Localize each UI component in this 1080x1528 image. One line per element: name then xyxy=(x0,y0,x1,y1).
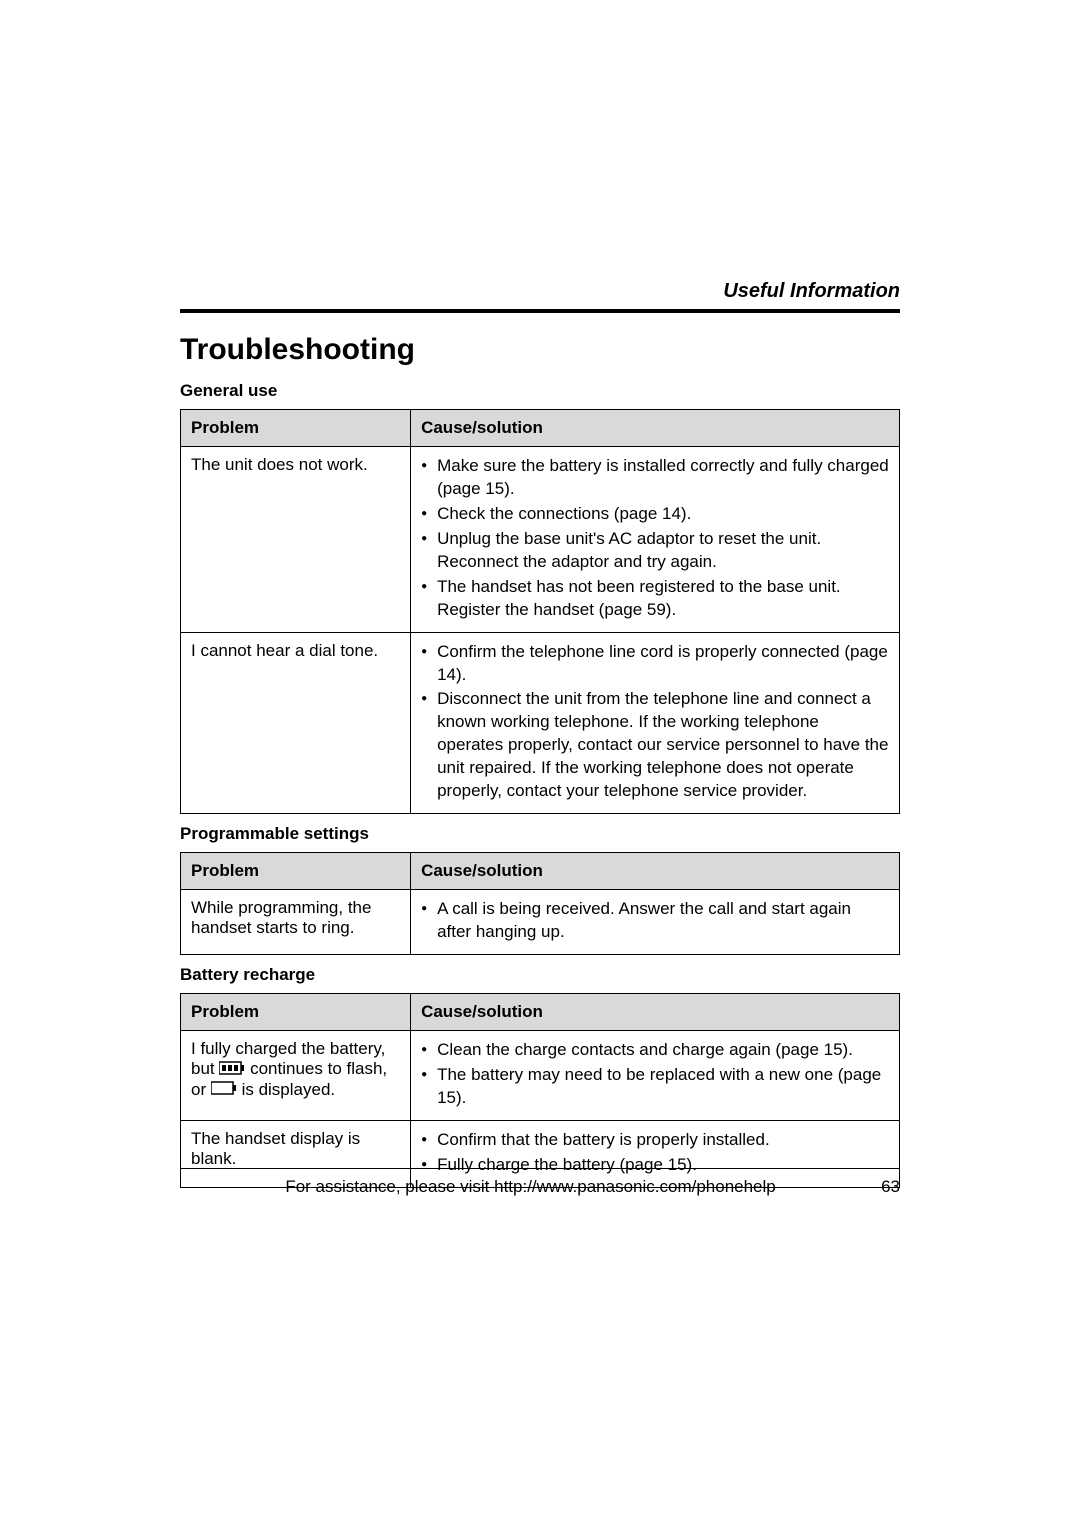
solution-item: The battery may need to be replaced with… xyxy=(421,1064,889,1110)
solution-item: Unplug the base unit's AC adaptor to res… xyxy=(421,528,889,574)
problem-cell: I fully charged the battery, but continu… xyxy=(181,1031,411,1121)
section-label-general: General use xyxy=(180,381,900,401)
footer-rule xyxy=(180,1168,900,1169)
page-title: Troubleshooting xyxy=(180,333,900,367)
header-rule xyxy=(180,309,900,313)
solution-item: Confirm that the battery is properly ins… xyxy=(421,1129,889,1152)
col-problem-header: Problem xyxy=(181,853,411,890)
col-problem-header: Problem xyxy=(181,410,411,447)
problem-text-post: is displayed. xyxy=(242,1080,336,1099)
table-general: Problem Cause/solution The unit does not… xyxy=(180,409,900,814)
solution-cell: Clean the charge contacts and charge aga… xyxy=(411,1031,900,1121)
table-programmable: Problem Cause/solution While programming… xyxy=(180,852,900,955)
battery-empty-icon xyxy=(211,1080,237,1100)
col-solution-header: Cause/solution xyxy=(411,994,900,1031)
page-footer: For assistance, please visit http://www.… xyxy=(180,1168,900,1197)
solution-cell: A call is being received. Answer the cal… xyxy=(411,890,900,955)
solution-item: Make sure the battery is installed corre… xyxy=(421,455,889,501)
solution-cell: Confirm the telephone line cord is prope… xyxy=(411,632,900,814)
solution-item: Clean the charge contacts and charge aga… xyxy=(421,1039,889,1062)
problem-cell: I cannot hear a dial tone. xyxy=(181,632,411,814)
table-header-row: Problem Cause/solution xyxy=(181,410,900,447)
table-header-row: Problem Cause/solution xyxy=(181,853,900,890)
solution-item: Confirm the telephone line cord is prope… xyxy=(421,641,889,687)
section-label-battery: Battery recharge xyxy=(180,965,900,985)
table-row: I fully charged the battery, but continu… xyxy=(181,1031,900,1121)
solution-item: The handset has not been registered to t… xyxy=(421,576,889,622)
solution-item: Check the connections (page 14). xyxy=(421,503,889,526)
table-row: I cannot hear a dial tone. Confirm the t… xyxy=(181,632,900,814)
section-header: Useful Information xyxy=(180,280,900,303)
table-battery: Problem Cause/solution I fully charged t… xyxy=(180,993,900,1188)
solution-item: A call is being received. Answer the cal… xyxy=(421,898,889,944)
col-solution-header: Cause/solution xyxy=(411,853,900,890)
battery-full-icon xyxy=(219,1060,245,1080)
page-number: 63 xyxy=(881,1177,900,1197)
col-solution-header: Cause/solution xyxy=(411,410,900,447)
table-row: The unit does not work. Make sure the ba… xyxy=(181,447,900,633)
section-label-programmable: Programmable settings xyxy=(180,824,900,844)
solution-item: Disconnect the unit from the telephone l… xyxy=(421,688,889,803)
problem-cell: The unit does not work. xyxy=(181,447,411,633)
table-row: While programming, the handset starts to… xyxy=(181,890,900,955)
problem-cell: While programming, the handset starts to… xyxy=(181,890,411,955)
table-header-row: Problem Cause/solution xyxy=(181,994,900,1031)
solution-cell: Make sure the battery is installed corre… xyxy=(411,447,900,633)
footer-text: For assistance, please visit http://www.… xyxy=(285,1177,775,1197)
col-problem-header: Problem xyxy=(181,994,411,1031)
